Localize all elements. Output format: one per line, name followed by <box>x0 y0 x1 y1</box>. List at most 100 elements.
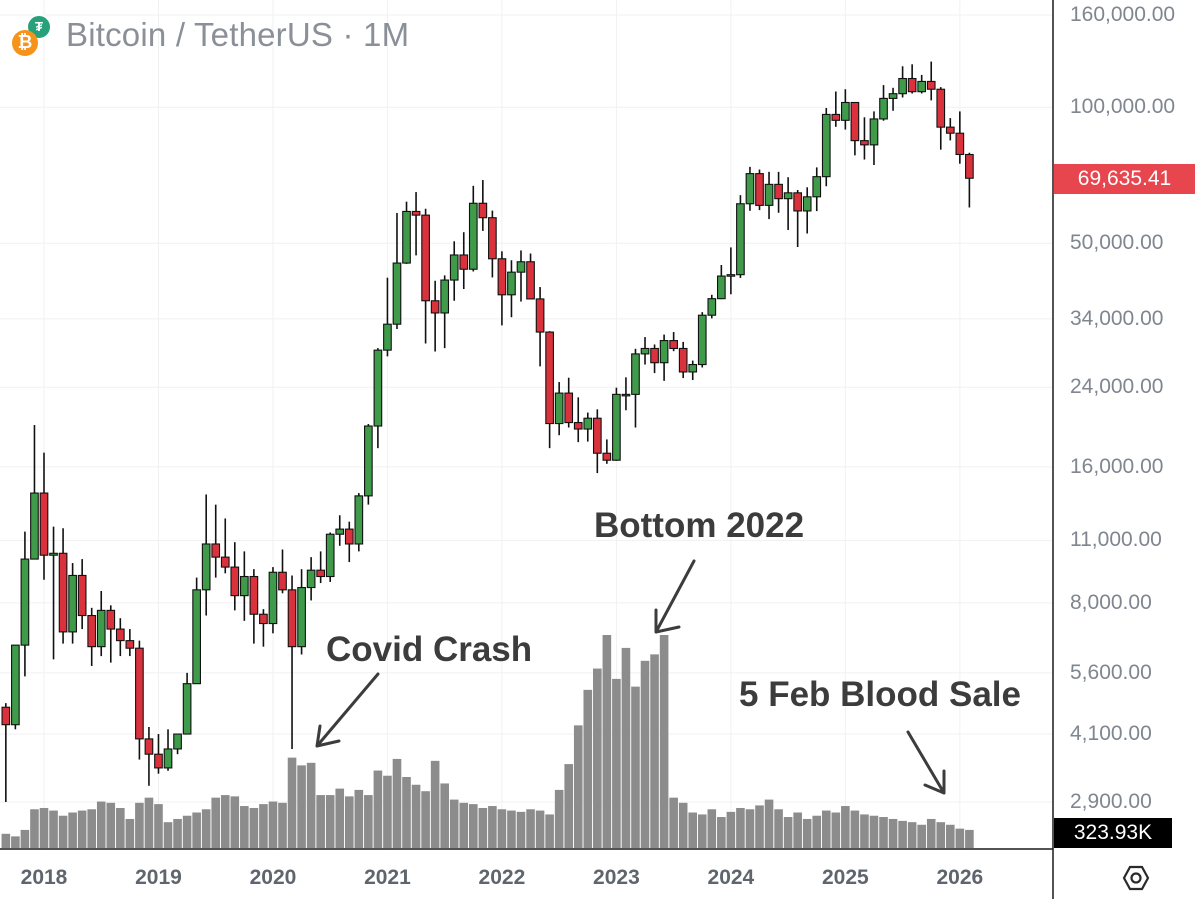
candle-body <box>421 214 430 302</box>
volume-bar <box>554 789 564 848</box>
candle-body <box>411 210 421 216</box>
candle-body <box>58 552 68 633</box>
candle-body <box>907 77 917 93</box>
volume-bar <box>77 810 87 848</box>
volume-bar <box>497 809 507 848</box>
bottom-2022-label: Bottom 2022 <box>594 506 805 545</box>
candle <box>468 185 478 272</box>
volume-bar <box>430 760 440 848</box>
volume-bar <box>135 802 144 848</box>
candle-body <box>430 300 440 314</box>
candle <box>812 167 822 212</box>
volume-bar <box>573 725 583 848</box>
candle-body <box>468 202 478 270</box>
volume-bar <box>144 797 154 848</box>
candle <box>850 101 860 156</box>
volume-bar <box>545 814 554 848</box>
candle-body <box>945 126 955 134</box>
volume-bar <box>755 805 764 848</box>
candle-body <box>659 340 669 364</box>
candle-body <box>812 176 822 198</box>
candle <box>678 341 688 379</box>
candle-body <box>144 738 154 755</box>
blood-sale-label: 5 Feb Blood Sale <box>739 675 1021 714</box>
symbol-title[interactable]: Bitcoin / TetherUS · 1M <box>66 16 410 53</box>
candle-body <box>879 97 888 120</box>
candle-body <box>545 331 554 425</box>
candle-body <box>955 132 965 156</box>
candle <box>220 518 230 574</box>
volume-bar <box>850 810 860 848</box>
volume-bar <box>249 807 259 848</box>
candle-body <box>507 271 516 296</box>
candle <box>736 195 745 278</box>
volume-bar <box>612 678 621 848</box>
candle <box>49 526 58 660</box>
candle-body <box>707 298 717 316</box>
candle-body <box>344 528 354 545</box>
candle <box>783 177 793 230</box>
candle-body <box>583 417 593 430</box>
candle <box>688 360 698 381</box>
volume-bar <box>354 789 364 848</box>
settings-icon[interactable] <box>1122 864 1150 892</box>
price-tick-label: 2,900.00 <box>1070 790 1152 813</box>
candle-body <box>793 192 803 212</box>
volume-bar <box>783 817 793 848</box>
candle <box>879 85 888 121</box>
candle-body <box>211 543 221 558</box>
candle-body <box>392 262 402 325</box>
candle-body <box>488 217 497 260</box>
candle-body <box>335 528 345 535</box>
volume-bar <box>392 758 402 848</box>
price-tick-label: 8,000.00 <box>1070 590 1152 614</box>
candle-body <box>87 614 97 648</box>
volume-bar <box>631 686 640 848</box>
candle-body <box>726 274 736 277</box>
volume-bar <box>736 807 745 848</box>
candle-body <box>201 543 211 591</box>
candle <box>793 189 803 248</box>
candle <box>297 569 306 655</box>
candle-body <box>20 558 30 646</box>
candle-body <box>278 571 287 591</box>
candle <box>707 294 717 319</box>
candle <box>955 111 965 164</box>
candle-body <box>440 279 450 314</box>
bitcoin-icon: ₿ <box>12 30 38 56</box>
candle-body <box>192 589 201 685</box>
volume-bar <box>946 824 955 848</box>
candle-body <box>49 552 58 556</box>
candle-body <box>716 275 726 300</box>
volume-bar <box>659 635 669 848</box>
candle-body <box>316 569 326 578</box>
price-tick-label: 24,000.00 <box>1070 375 1164 399</box>
covid-arrow <box>315 672 380 748</box>
candle <box>936 87 946 150</box>
candle <box>526 253 535 300</box>
candle-body <box>402 210 411 264</box>
time-tick-label: 2020 <box>249 866 297 889</box>
candle <box>516 250 526 302</box>
volume-bar <box>869 815 879 848</box>
candle-body <box>564 392 574 424</box>
candle <box>860 117 869 160</box>
candle-body <box>755 173 764 206</box>
volume-bar <box>621 647 631 848</box>
pair-icons: ₮ ₿ <box>12 14 54 56</box>
candle-body <box>850 101 860 142</box>
volume-bar <box>583 689 593 848</box>
candle <box>411 192 421 256</box>
candle <box>917 74 927 94</box>
candle <box>430 280 440 352</box>
candle-body <box>259 613 268 625</box>
candle <box>268 567 278 634</box>
candle <box>612 387 621 461</box>
candle-body <box>602 452 612 461</box>
time-tick-label: 2021 <box>364 866 411 889</box>
volume-bar <box>96 801 106 848</box>
volume-bar <box>306 762 316 848</box>
candle <box>440 275 450 349</box>
volume-bar <box>116 807 125 848</box>
